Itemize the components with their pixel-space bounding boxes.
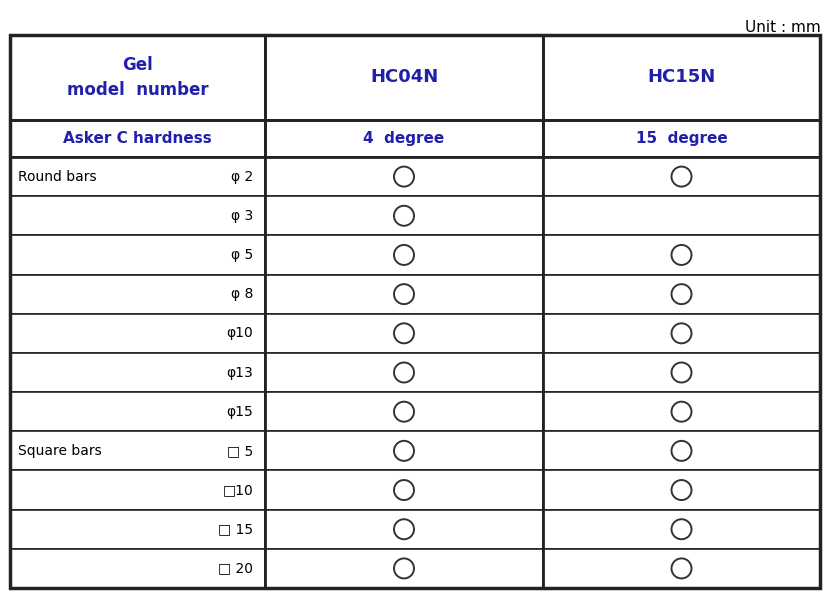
Bar (10, 120, 265, 157)
Bar (543, 120, 820, 157)
Bar (265, 470, 543, 510)
Text: Square bars: Square bars (18, 444, 101, 458)
Bar (10, 470, 265, 510)
Bar (543, 470, 820, 510)
Bar (10, 157, 265, 196)
Bar (543, 510, 820, 549)
Bar (265, 157, 543, 196)
Text: Asker C hardness: Asker C hardness (63, 131, 212, 146)
Bar (543, 274, 820, 314)
Text: 15  degree: 15 degree (636, 131, 727, 146)
Bar (543, 353, 820, 392)
Text: φ10: φ10 (226, 326, 253, 340)
Bar (265, 196, 543, 235)
Bar (265, 392, 543, 431)
Bar (265, 314, 543, 353)
Bar (543, 35, 820, 120)
Text: φ 3: φ 3 (231, 209, 253, 223)
Bar (543, 196, 820, 235)
Text: φ 5: φ 5 (231, 248, 253, 262)
Text: HC15N: HC15N (647, 68, 715, 86)
Text: φ13: φ13 (226, 365, 253, 380)
Bar (10, 235, 265, 274)
Bar (265, 235, 543, 274)
Bar (10, 274, 265, 314)
Bar (543, 392, 820, 431)
Bar (10, 314, 265, 353)
Text: HC04N: HC04N (370, 68, 438, 86)
Bar (265, 431, 543, 470)
Text: φ 8: φ 8 (231, 287, 253, 301)
Text: □ 5: □ 5 (227, 444, 253, 458)
Text: φ15: φ15 (226, 405, 253, 419)
Bar (543, 314, 820, 353)
Bar (10, 510, 265, 549)
Bar (265, 120, 543, 157)
Bar (543, 157, 820, 196)
Bar (265, 510, 543, 549)
Bar (10, 196, 265, 235)
Text: Unit : mm: Unit : mm (745, 20, 821, 35)
Text: Round bars: Round bars (18, 170, 96, 183)
Bar (543, 431, 820, 470)
Bar (10, 431, 265, 470)
Text: □ 20: □ 20 (218, 561, 253, 576)
Bar (543, 235, 820, 274)
Text: □10: □10 (222, 483, 253, 497)
Bar (10, 35, 265, 120)
Bar (10, 392, 265, 431)
Text: φ 2: φ 2 (231, 170, 253, 183)
Bar (10, 549, 265, 588)
Bar (265, 549, 543, 588)
Text: 4  degree: 4 degree (363, 131, 445, 146)
Bar (265, 274, 543, 314)
Text: □ 15: □ 15 (218, 522, 253, 536)
Text: Gel
model  number: Gel model number (66, 56, 209, 99)
Bar (543, 549, 820, 588)
Bar (265, 35, 543, 120)
Bar (265, 353, 543, 392)
Bar (10, 353, 265, 392)
